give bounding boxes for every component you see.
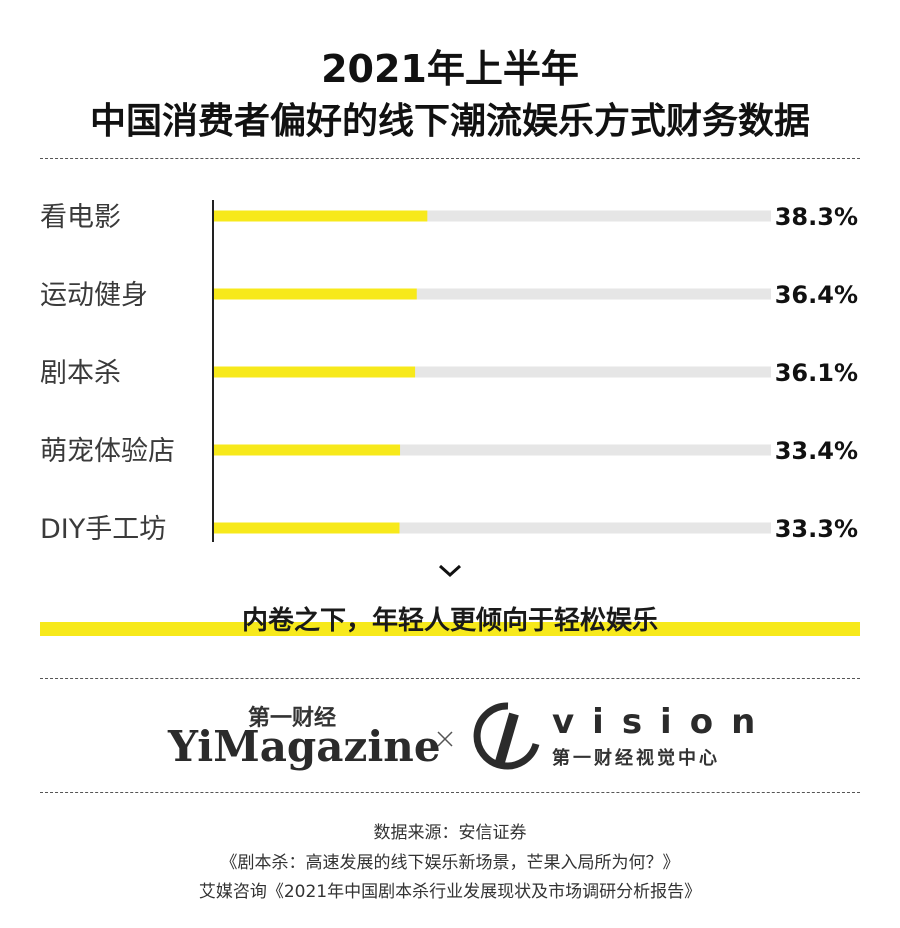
value-label: 36.4% xyxy=(775,281,858,309)
bar xyxy=(214,444,401,456)
cross-icon xyxy=(437,731,453,747)
bar-chart: 看电影 38.3% 运动健身 36.4% 剧本杀 36.1% 萌宠体验店 33.4% DIY手工… xyxy=(40,200,858,545)
value-label: 33.4% xyxy=(775,437,858,465)
divider-middle xyxy=(40,678,860,679)
chart-title-line1: 2021年上半年 xyxy=(321,47,579,91)
chevron-down-icon xyxy=(438,564,462,578)
value-label: 36.1% xyxy=(775,359,858,387)
source-line1: 数据来源：安信证券 xyxy=(373,823,527,843)
subtitle: 内卷之下，年轻人更倾向于轻松娱乐 xyxy=(241,606,658,636)
subtitle-highlight-bar xyxy=(40,622,860,636)
yimagazine-logo-cn: 第一财经 xyxy=(248,706,337,731)
bar xyxy=(214,288,417,300)
category-label: 剧本杀 xyxy=(40,358,121,389)
bar-track xyxy=(214,444,771,456)
bar-track xyxy=(214,366,771,378)
divider-top xyxy=(40,158,860,159)
divider-bottom xyxy=(40,792,860,793)
category-label: 看电影 xyxy=(40,202,121,233)
vision-logo-icon xyxy=(473,702,540,770)
vision-logo-text: vision xyxy=(552,702,774,742)
bar xyxy=(214,210,428,222)
vision-logo-subtitle: 第一财经视觉中心 xyxy=(552,748,720,769)
bar-track xyxy=(214,522,771,534)
bar-track xyxy=(214,210,771,222)
bar xyxy=(214,522,400,534)
bar xyxy=(214,366,416,378)
yimagazine-logo: YiMagazine xyxy=(168,722,441,771)
value-label: 38.3% xyxy=(775,203,858,231)
source-line2: 《剧本杀：高速发展的线下娱乐新场景，芒果入局所为何？》 xyxy=(220,853,680,873)
source-line3: 艾媒咨询《2021年中国剧本杀行业发展现状及市场调研分析报告》 xyxy=(198,882,702,902)
chart-title-line2: 中国消费者偏好的线下潮流娱乐方式财务数据 xyxy=(89,101,810,142)
category-label: 运动健身 xyxy=(40,280,148,311)
category-label: DIY手工坊 xyxy=(40,514,166,545)
bar-track xyxy=(214,288,771,300)
value-label: 33.3% xyxy=(775,515,858,543)
category-label: 萌宠体验店 xyxy=(40,436,175,467)
